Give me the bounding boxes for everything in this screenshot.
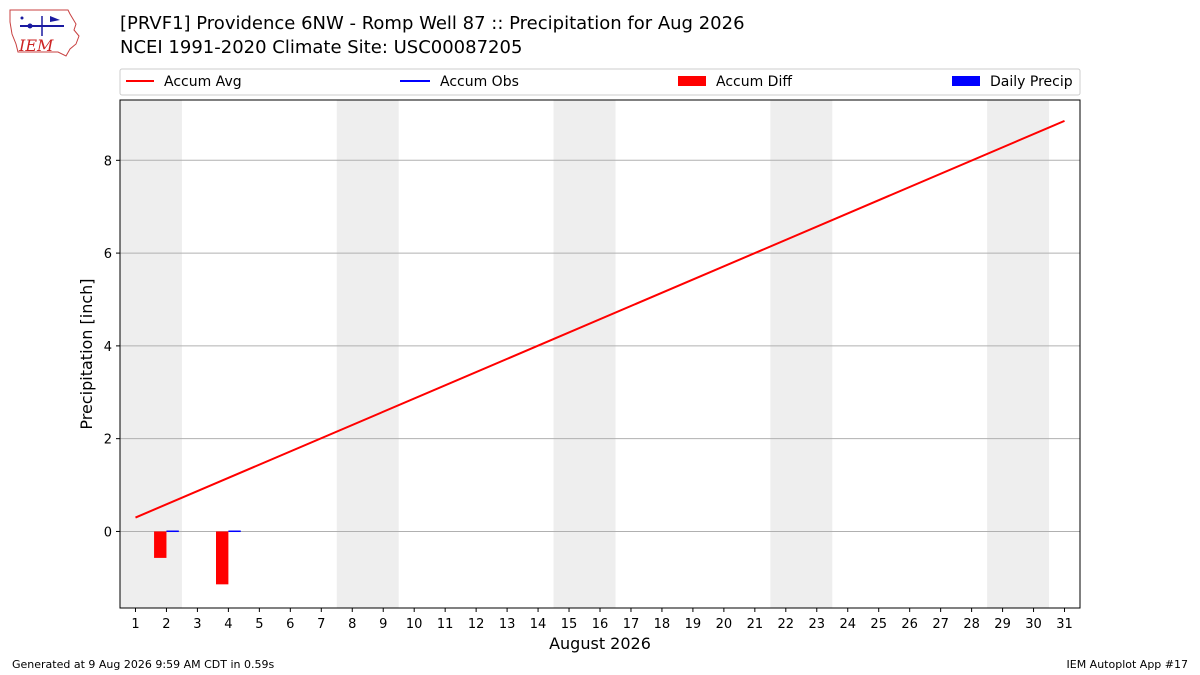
chart-subtitle: NCEI 1991-2020 Climate Site: USC00087205 xyxy=(120,37,523,58)
x-tick-label: 14 xyxy=(530,617,547,632)
legend-swatch-accum-diff xyxy=(678,76,706,86)
x-tick-label: 29 xyxy=(994,617,1011,632)
iem-logo: IEM xyxy=(9,9,80,57)
x-tick-label: 11 xyxy=(437,617,454,632)
legend: Accum Avg Accum Obs Accum Diff Daily Pre… xyxy=(119,68,1081,96)
x-tick-label: 6 xyxy=(286,617,294,632)
plot-frame xyxy=(119,99,1081,609)
accum-diff-bar xyxy=(154,531,167,558)
x-tick-label: 31 xyxy=(1056,617,1073,632)
weekend-shade xyxy=(336,100,399,608)
x-tick-label: 5 xyxy=(255,617,263,632)
x-tick-label: 8 xyxy=(348,617,356,632)
x-tick-label: 9 xyxy=(379,617,387,632)
weekend-shade xyxy=(553,100,616,608)
x-tick-label: 15 xyxy=(561,617,578,632)
weekend-shade xyxy=(770,100,833,608)
x-tick-label: 16 xyxy=(592,617,609,632)
footer-app: IEM Autoplot App #17 xyxy=(1066,658,1189,671)
legend-label-daily-precip: Daily Precip xyxy=(990,74,1073,90)
x-tick-label: 24 xyxy=(839,617,856,632)
y-tick-label: 6 xyxy=(104,247,112,262)
legend-label-accum-obs: Accum Obs xyxy=(440,74,519,90)
y-axis-label: Precipitation [inch] xyxy=(77,278,96,429)
logo-text: IEM xyxy=(18,36,54,55)
x-tick-label: 10 xyxy=(406,617,423,632)
x-tick-label: 28 xyxy=(963,617,980,632)
x-tick-label: 7 xyxy=(317,617,325,632)
x-tick-label: 3 xyxy=(193,617,201,632)
legend-swatch-daily-precip xyxy=(952,76,980,86)
y-tick-label: 4 xyxy=(104,340,112,355)
daily-precip-bar xyxy=(166,530,179,533)
accum-diff-bar xyxy=(216,531,229,585)
footer-generated: Generated at 9 Aug 2026 9:59 AM CDT in 0… xyxy=(12,658,275,671)
x-tick-label: 13 xyxy=(499,617,516,632)
x-tick-label: 1 xyxy=(131,617,139,632)
y-tick-label: 2 xyxy=(104,433,112,448)
x-tick-label: 30 xyxy=(1025,617,1042,632)
x-tick-label: 22 xyxy=(778,617,795,632)
weekend-shade xyxy=(987,100,1050,608)
accum-avg-line xyxy=(135,119,1065,519)
x-tick-label: 27 xyxy=(932,617,949,632)
x-tick-label: 2 xyxy=(162,617,170,632)
legend-label-accum-avg: Accum Avg xyxy=(164,74,242,90)
x-tick-label: 20 xyxy=(716,617,733,632)
y-tick-label: 8 xyxy=(104,154,112,169)
x-tick-label: 23 xyxy=(809,617,826,632)
x-axis-label: August 2026 xyxy=(549,634,651,653)
x-tick-label: 25 xyxy=(870,617,887,632)
chart-title: [PRVF1] Providence 6NW - Romp Well 87 ::… xyxy=(120,13,745,34)
legend-label-accum-diff: Accum Diff xyxy=(716,74,792,90)
y-tick-label: 0 xyxy=(104,525,112,540)
daily-precip-bar xyxy=(228,530,241,533)
x-tick-label: 21 xyxy=(747,617,764,632)
x-tick-label: 17 xyxy=(623,617,640,632)
weekend-shade xyxy=(120,100,182,608)
x-tick-label: 26 xyxy=(901,617,918,632)
x-tick-label: 19 xyxy=(685,617,702,632)
x-tick-label: 4 xyxy=(224,617,232,632)
x-tick-label: 12 xyxy=(468,617,485,632)
x-tick-label: 18 xyxy=(654,617,671,632)
